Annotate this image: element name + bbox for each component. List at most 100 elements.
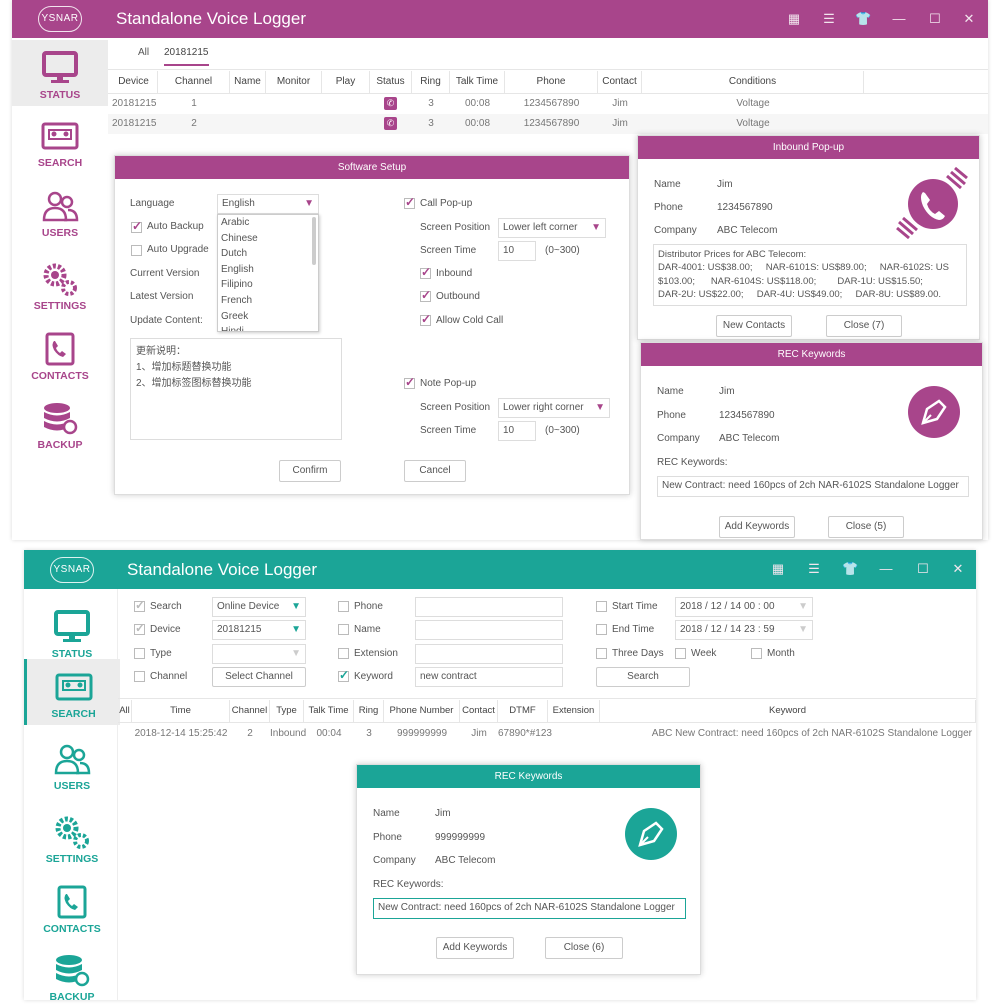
sidebar-item-backup[interactable]: BACKUP — [12, 390, 108, 456]
outbound-checkbox[interactable] — [420, 288, 431, 302]
column-header-type[interactable]: Type — [270, 700, 304, 722]
close-icon[interactable]: ✕ — [952, 561, 964, 576]
language-option[interactable]: French — [221, 295, 253, 306]
language-option[interactable]: Filipino — [221, 279, 253, 291]
close-icon[interactable]: ✕ — [963, 11, 975, 26]
phone-checkbox[interactable] — [338, 601, 349, 612]
close-button[interactable]: Close (7) — [826, 315, 902, 337]
minimize-icon[interactable]: — — [892, 11, 906, 26]
column-header-ring[interactable]: Ring — [412, 71, 450, 93]
note-position-select[interactable]: Lower right corner ▼ — [498, 398, 610, 418]
column-header-talk-time[interactable]: Talk Time — [304, 700, 354, 722]
sidebar-item-users[interactable]: USERS — [24, 731, 120, 797]
column-header-all[interactable]: All — [118, 700, 132, 722]
call-time-input[interactable]: 10 — [498, 241, 536, 261]
column-header-contact[interactable]: Contact — [598, 71, 642, 93]
note-time-input[interactable]: 10 — [498, 421, 536, 441]
channel-checkbox[interactable] — [134, 671, 145, 682]
column-header-time[interactable]: Time — [132, 700, 230, 722]
rec-keywords-input[interactable]: New Contract: need 160pcs of 2ch NAR-610… — [373, 898, 686, 919]
select-channel-button[interactable]: Select Channel — [212, 667, 306, 687]
start-time-checkbox[interactable] — [596, 601, 607, 612]
sidebar-item-status[interactable]: STATUS — [24, 599, 120, 665]
sidebar-item-contacts[interactable]: CONTACTS — [24, 874, 120, 940]
search-checkbox[interactable] — [134, 598, 145, 612]
column-header-channel[interactable]: Channel — [158, 71, 230, 93]
cancel-button[interactable]: Cancel — [404, 460, 466, 482]
grid-icon[interactable]: ▦ — [787, 11, 801, 26]
column-header-name[interactable]: Name — [230, 71, 266, 93]
extension-checkbox[interactable] — [338, 648, 349, 659]
add-keywords-button[interactable]: Add Keywords — [436, 937, 514, 959]
confirm-button[interactable]: Confirm — [279, 460, 341, 482]
sidebar-item-settings[interactable]: SETTINGS — [24, 804, 120, 870]
language-option[interactable]: Hindi — [221, 326, 244, 332]
column-header-talk-time[interactable]: Talk Time — [450, 71, 505, 93]
tab-20181215[interactable]: 20181215 — [164, 47, 209, 66]
skin-icon[interactable]: 👕 — [855, 11, 872, 26]
auto-upgrade-checkbox[interactable] — [131, 245, 142, 256]
language-dropdown-list[interactable]: Arabic Chinese Dutch English Filipino French G… — [217, 214, 319, 332]
type-checkbox[interactable] — [134, 648, 145, 659]
keyword-checkbox[interactable] — [338, 668, 349, 682]
type-select[interactable]: ▼ — [212, 644, 306, 664]
column-header-dtmf[interactable]: DTMF — [498, 700, 548, 722]
list-icon[interactable]: ☰ — [823, 11, 835, 26]
minimize-icon[interactable]: — — [879, 561, 893, 576]
column-header-status[interactable]: Status — [370, 71, 412, 93]
allow-cold-call-checkbox[interactable] — [420, 312, 431, 326]
column-header-channel[interactable]: Channel — [230, 700, 270, 722]
add-keywords-button[interactable]: Add Keywords — [719, 516, 795, 538]
close-button[interactable]: Close (5) — [828, 516, 904, 538]
name-input[interactable] — [415, 620, 563, 640]
language-option[interactable]: Arabic — [221, 217, 250, 228]
maximize-icon[interactable]: ☐ — [929, 11, 941, 26]
end-time-checkbox[interactable] — [596, 624, 607, 635]
column-header-keyword[interactable]: Keyword — [600, 700, 976, 722]
search-scope-select[interactable]: Online Device ▼ — [212, 597, 306, 617]
list-icon[interactable]: ☰ — [808, 561, 820, 576]
sidebar-item-users[interactable]: USERS — [12, 178, 108, 244]
column-header-extension[interactable]: Extension — [548, 700, 600, 722]
column-header-monitor[interactable]: Monitor — [266, 71, 322, 93]
note-popup-checkbox[interactable] — [404, 375, 415, 389]
sidebar-item-search[interactable]: SEARCH — [24, 659, 120, 725]
extension-input[interactable] — [415, 644, 563, 664]
column-header-play[interactable]: Play — [322, 71, 370, 93]
device-select[interactable]: 20181215 ▼ — [212, 620, 306, 640]
end-time-picker[interactable]: 2018 / 12 / 14 23 : 59 ▼ — [675, 620, 813, 640]
call-popup-checkbox[interactable] — [404, 195, 415, 209]
language-option[interactable]: English — [221, 263, 254, 275]
language-option[interactable]: Greek — [221, 310, 249, 322]
column-header-ring[interactable]: Ring — [354, 700, 384, 722]
new-contacts-button[interactable]: New Contacts — [716, 315, 792, 337]
sidebar-item-settings[interactable]: SETTINGS — [12, 251, 108, 317]
language-option[interactable]: Dutch — [221, 248, 248, 260]
table-row[interactable]: 2018-12-14 15:25:42 2 Inbound 00:04 3 9999999… — [118, 726, 976, 746]
auto-backup-checkbox[interactable] — [131, 219, 142, 233]
sidebar-item-contacts[interactable]: CONTACTS — [12, 321, 108, 387]
table-row[interactable]: 20181215 2 ✆ 3 00:08 1234567890 Jim Voltage — [108, 114, 988, 134]
keyword-input[interactable]: new contract — [415, 667, 563, 687]
scrollbar[interactable] — [312, 217, 316, 265]
search-button[interactable]: Search — [596, 667, 690, 687]
tab-all[interactable]: All — [138, 47, 150, 58]
column-header-device[interactable]: Device — [110, 71, 158, 93]
name-checkbox[interactable] — [338, 624, 349, 635]
month-checkbox[interactable] — [751, 648, 762, 659]
maximize-icon[interactable]: ☐ — [917, 561, 929, 576]
inbound-checkbox[interactable] — [420, 265, 431, 279]
column-header-phone-number[interactable]: Phone Number — [384, 700, 460, 722]
language-select[interactable]: English ▼ — [217, 194, 319, 214]
close-button[interactable]: Close (6) — [545, 937, 623, 959]
three-days-checkbox[interactable] — [596, 648, 607, 659]
update-notes-textarea[interactable]: 更新说明： 1、增加标题替换功能 2、增加标签图标替换功能 — [130, 338, 342, 440]
table-row[interactable]: 20181215 1 ✆ 3 00:08 1234567890 Jim Voltage — [108, 94, 988, 114]
device-checkbox[interactable] — [134, 621, 145, 635]
column-header-contact[interactable]: Contact — [460, 700, 498, 722]
column-header-conditions[interactable]: Conditions — [642, 71, 864, 93]
sidebar-item-search[interactable]: SEARCH — [12, 108, 108, 174]
call-position-select[interactable]: Lower left corner ▼ — [498, 218, 606, 238]
rec-keywords-input[interactable]: New Contract: need 160pcs of 2ch NAR-610… — [657, 476, 969, 497]
week-checkbox[interactable] — [675, 648, 686, 659]
